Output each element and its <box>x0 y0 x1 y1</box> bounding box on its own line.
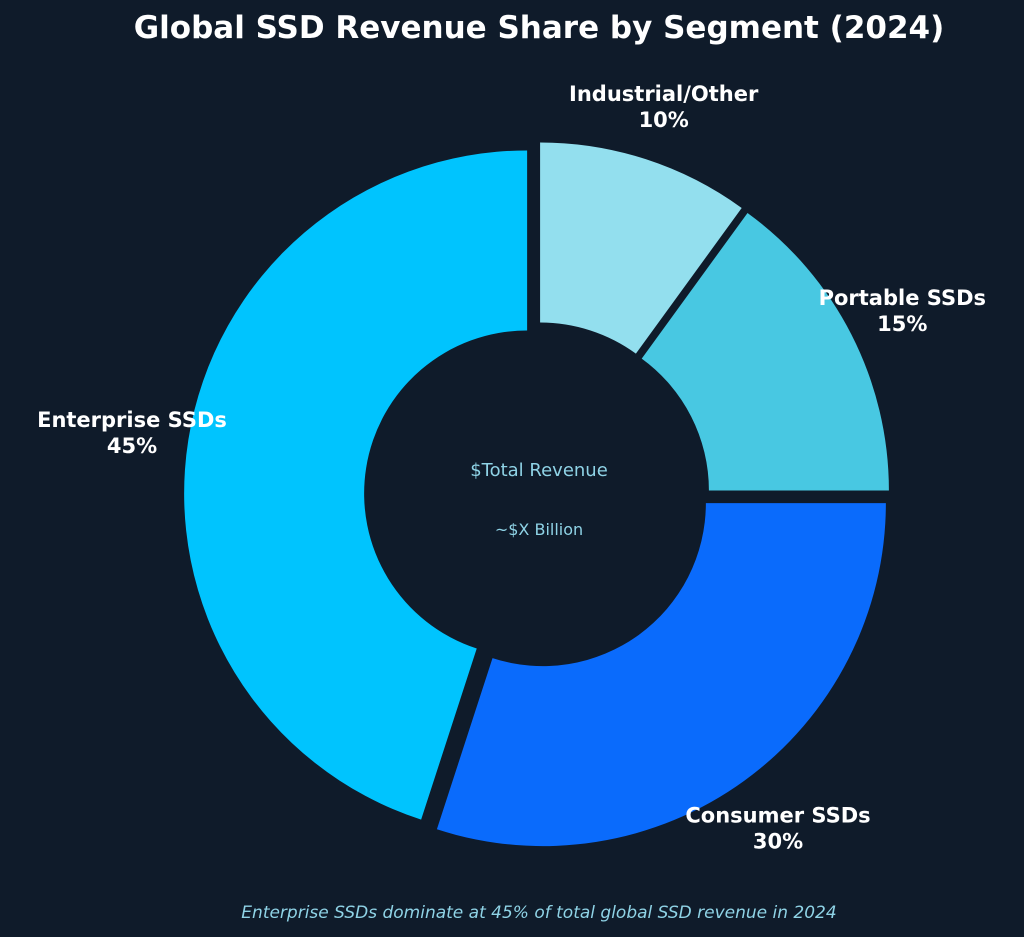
slice-value-industrial-other: 10% <box>639 108 689 132</box>
slice-value-portable-ssds: 15% <box>877 312 927 336</box>
slice-label-enterprise-ssds: Enterprise SSDs <box>37 408 227 432</box>
donut-slices <box>184 142 889 847</box>
slice-value-enterprise-ssds: 45% <box>107 434 157 458</box>
center-subtitle: ~$X Billion <box>495 520 583 539</box>
center-title: $Total Revenue <box>470 460 608 481</box>
chart-title: Global SSD Revenue Share by Segment (202… <box>134 10 945 46</box>
slice-industrial-other <box>540 142 742 354</box>
slice-consumer-ssds <box>436 503 886 847</box>
chart-caption: Enterprise SSDs dominate at 45% of total… <box>241 903 836 923</box>
slice-label-industrial-other: Industrial/Other <box>569 82 759 106</box>
slice-label-portable-ssds: Portable SSDs <box>819 286 986 310</box>
slice-portable-ssds <box>641 212 889 491</box>
slice-label-consumer-ssds: Consumer SSDs <box>685 804 870 828</box>
slice-value-consumer-ssds: 30% <box>753 830 803 854</box>
slice-enterprise-ssds <box>184 150 528 820</box>
